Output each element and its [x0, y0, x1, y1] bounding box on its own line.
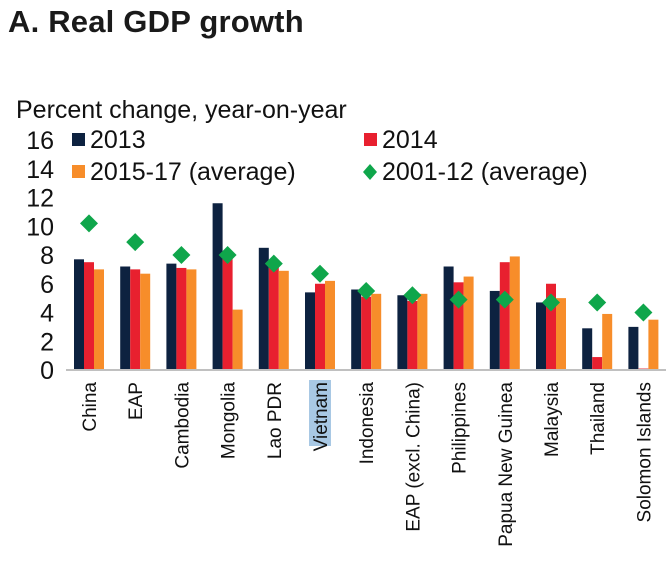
marker-diamond: [218, 246, 237, 264]
bar-2013: [258, 247, 269, 370]
bar-2015-17-average-: [648, 319, 659, 370]
x-tick-label: EAP: [126, 382, 147, 420]
x-tick-label: Thailand: [588, 382, 609, 455]
marker-diamond: [264, 254, 283, 273]
x-tick-label: Philippines: [450, 382, 471, 474]
bar-2014: [499, 262, 510, 370]
marker-diamond: [588, 293, 607, 312]
bar-2014: [315, 283, 325, 370]
bar-2014: [130, 269, 141, 370]
bars: [74, 203, 659, 370]
marker-diamond: [311, 264, 329, 283]
bar-2015-17-average-: [140, 273, 151, 370]
marker-diamond: [126, 233, 145, 252]
x-tick-label: Solomon Islands: [634, 382, 655, 522]
bar-2013: [305, 292, 315, 370]
x-tick-label: Lao PDR: [265, 382, 286, 459]
category-highlight: [309, 380, 331, 446]
marker-diamond: [357, 281, 376, 300]
y-tick-label: 6: [40, 271, 54, 299]
y-tick-label: 8: [40, 242, 54, 270]
bar-2013: [536, 302, 546, 370]
bar-2014: [176, 267, 187, 370]
legend-swatch-icon: [72, 133, 85, 146]
bar-2015-17-average-: [94, 269, 104, 370]
x-tick-label: Malaysia: [542, 382, 563, 457]
legend-swatch-icon: [72, 165, 85, 178]
x-tick-label: Indonesia: [357, 382, 378, 465]
bar-2015-17-average-: [325, 280, 335, 370]
bar-2014: [222, 256, 233, 370]
marker-diamond: [542, 293, 560, 312]
legend-swatch-icon: [364, 133, 377, 146]
bar-2014: [268, 263, 279, 370]
legend-label: 2013: [90, 126, 146, 154]
x-tick-label: Cambodia: [172, 382, 193, 469]
bar-2015-17-average-: [602, 313, 613, 370]
legend: 2013 2014 2015-17 (average) 2001-12 (averag…: [72, 126, 588, 186]
y-tick-label: 12: [26, 185, 54, 213]
bar-2015-17-average-: [186, 269, 197, 370]
bar-2015-17-average-: [417, 293, 428, 370]
x-tick-label: EAP (excl. China): [403, 382, 424, 532]
bar-2015-17-average-: [278, 270, 289, 370]
legend-label: 2001-12 (average): [382, 158, 588, 186]
bar-2013: [628, 326, 639, 370]
bar-2013: [74, 259, 84, 370]
bar-2013: [443, 266, 454, 370]
legend-label: 2014: [382, 126, 438, 154]
y-tick-label: 10: [26, 213, 54, 241]
marker-diamond: [449, 290, 468, 309]
y-tick-label: 16: [26, 127, 54, 155]
bar-2014: [592, 357, 603, 370]
x-tick-label: Vietnam: [311, 382, 332, 451]
marker-diamond: [172, 246, 191, 264]
marker-diamond: [403, 286, 422, 305]
bar-2013: [582, 328, 593, 370]
y-tick-label: 2: [40, 328, 54, 356]
y-tick-label: 4: [40, 300, 54, 328]
y-axis-label: Percent change, year-on-year: [16, 96, 347, 124]
bar-2013: [166, 263, 177, 370]
bar-2014: [84, 262, 94, 370]
marker-diamond: [80, 214, 98, 233]
bar-2014: [361, 296, 372, 370]
x-axis-labels: China EAP Cambodia Mongolia Lao PDR Vietnam In…: [80, 382, 655, 547]
bar-2013: [397, 295, 408, 370]
x-tick-label: Papua New Guinea: [496, 382, 517, 547]
bar-2014: [546, 283, 556, 370]
legend-label: 2015-17 (average): [90, 158, 296, 186]
legend-diamond-icon: [363, 164, 377, 180]
bar-2013: [120, 266, 131, 370]
y-tick-label: 0: [40, 357, 54, 385]
bar-2015-17-average-: [509, 256, 520, 370]
bar-2015-17-average-: [371, 293, 382, 370]
chart-title: A. Real GDP growth: [8, 4, 304, 39]
y-tick-label: 14: [26, 156, 54, 184]
bar-2015-17-average-: [556, 298, 566, 370]
bar-2013: [351, 289, 362, 370]
bar-2015-17-average-: [232, 309, 243, 370]
bar-2015-17-average-: [463, 276, 474, 370]
bar-2014: [407, 301, 418, 370]
markers: [80, 214, 653, 322]
x-tick-label: China: [80, 382, 101, 432]
x-tick-label: Mongolia: [219, 382, 240, 460]
category-highlights: [309, 380, 331, 446]
bar-2014: [453, 282, 464, 370]
marker-diamond: [634, 303, 653, 322]
marker-diamond: [495, 290, 514, 309]
bar-2013: [489, 290, 500, 370]
bar-2013: [212, 203, 223, 370]
